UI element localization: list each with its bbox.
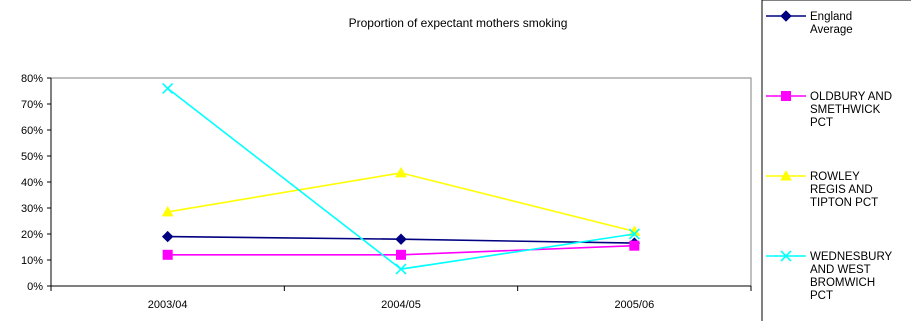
data-point-marker xyxy=(396,249,406,260)
y-tick-label: 30% xyxy=(21,203,43,215)
legend-swatch-marker xyxy=(780,250,792,262)
y-tick-label: 10% xyxy=(21,255,43,267)
legend-label: WEDNESBURY xyxy=(810,251,893,263)
y-tick-label: 40% xyxy=(21,177,43,189)
legend-label: PCT xyxy=(810,290,833,302)
series-3 xyxy=(162,82,640,275)
data-point-marker xyxy=(629,240,640,251)
data-point-marker xyxy=(395,166,407,178)
legend-swatch-marker xyxy=(781,91,791,101)
legend-label: REGIS AND xyxy=(810,184,873,196)
legend-label: England xyxy=(810,11,852,23)
data-point-marker-stroke-b xyxy=(162,82,174,94)
legend-label: SMETHWICK xyxy=(810,104,881,116)
data-point-marker xyxy=(395,233,407,245)
legend-label: PCT xyxy=(810,117,833,129)
legend-box xyxy=(761,0,911,321)
legend-swatch-marker-stroke-b xyxy=(780,250,792,262)
data-point-marker xyxy=(628,228,640,240)
y-tick-label: 0% xyxy=(27,281,43,293)
data-point-marker-stroke-b xyxy=(395,263,407,275)
y-tick-label: 20% xyxy=(21,229,43,241)
series-layer xyxy=(161,82,641,275)
chart-title: Proportion of expectant mothers smoking xyxy=(349,16,568,30)
legend-label: Average xyxy=(810,24,853,36)
legend-label: ROWLEY xyxy=(810,171,860,183)
data-point-marker-stroke-b xyxy=(628,228,640,240)
legend-swatch-marker xyxy=(780,10,792,22)
y-tick-label: 70% xyxy=(21,99,43,111)
x-tick-label: 2004/05 xyxy=(381,299,421,311)
legend-label: AND WEST xyxy=(810,264,871,276)
legend-swatch-marker xyxy=(780,169,792,181)
y-axis: 0% 10% 20% 30% 40% 50% 60% 70% 80% xyxy=(21,73,52,293)
y-tick-label: 80% xyxy=(21,73,43,85)
x-tick-label: 2003/04 xyxy=(148,299,188,311)
legend-label: BROMWICH xyxy=(810,277,875,289)
y-tick-label: 60% xyxy=(21,125,43,137)
data-point-marker xyxy=(161,230,174,243)
legend-label: OLDBURY AND xyxy=(810,91,892,103)
data-point-marker xyxy=(162,82,174,94)
series-0 xyxy=(161,230,641,249)
x-tick-label: 2005/06 xyxy=(614,299,654,311)
data-point-marker xyxy=(395,263,407,275)
series-1 xyxy=(162,240,640,260)
data-point-marker xyxy=(162,249,173,260)
legend-label: TIPTON PCT xyxy=(810,197,878,209)
x-axis: 2003/04 2004/05 2005/06 xyxy=(50,285,752,311)
y-tick-label: 50% xyxy=(21,151,43,163)
data-point-marker xyxy=(161,205,174,217)
